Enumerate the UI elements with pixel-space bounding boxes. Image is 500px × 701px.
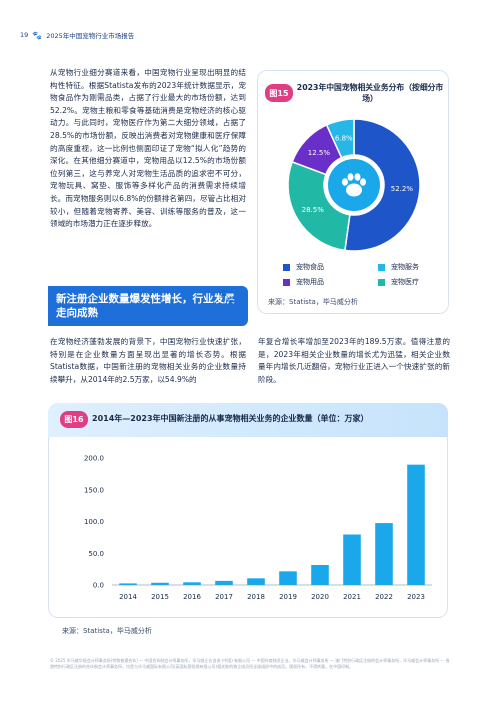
intro-paragraph: 从宠物行业细分赛道来看，中国宠物行业呈现出明显的结构性特征。根据Statista… — [50, 68, 246, 229]
x-tick-label: 2016 — [183, 593, 201, 601]
pie-data-label: 6.8% — [335, 135, 353, 143]
bar — [375, 523, 393, 585]
y-tick-label: 50.0 — [88, 550, 104, 558]
bar — [119, 583, 137, 585]
legend-label: 宠物医疗 — [391, 278, 419, 286]
legend-swatch — [378, 278, 385, 286]
bar-chart: 0.0 50.0 100.0 150.0 200.0 2014 2015 2016 2017 20… — [84, 455, 432, 601]
legend-item-medical: 宠物医疗 — [378, 277, 419, 287]
figure16-header — [48, 403, 448, 437]
section-banner: 新注册企业数量爆发性增长，行业发展走向成熟 — [48, 286, 248, 326]
bar — [407, 464, 425, 585]
pie-data-label: 12.5% — [308, 149, 331, 157]
x-tick-label: 2021 — [343, 593, 361, 601]
figure16-badge: 图16 — [60, 411, 88, 428]
pie-data-label: 28.5% — [302, 206, 325, 214]
legend-swatch — [283, 263, 290, 271]
bar — [343, 534, 361, 585]
pie-chart: 52.2% 28.5% 12.5% 6.8% — [287, 118, 421, 252]
legend-label: 宠物服务 — [391, 263, 419, 271]
legend-item-food: 宠物食品 — [283, 262, 324, 272]
x-tick-label: 2022 — [375, 593, 393, 601]
x-tick-label: 2020 — [311, 593, 329, 601]
x-tick-label: 2017 — [215, 593, 233, 601]
y-tick-label: 200.0 — [84, 455, 104, 463]
y-tick-label: 0.0 — [93, 582, 104, 590]
page-header: 19 🐾 2025年中国宠物行业市场报告 — [20, 30, 135, 41]
bar — [215, 580, 233, 585]
page-number: 19 — [20, 31, 29, 39]
bar — [311, 564, 329, 585]
figure15-badge: 图15 — [265, 84, 293, 102]
x-tick-label: 2023 — [407, 593, 425, 601]
figure15-title: 2023年中国宠物相关业务分布（按细分市场） — [296, 83, 444, 103]
legend-item-supplies: 宠物用品 — [283, 277, 324, 287]
footnote: © 2025 毕马威华振会计师事务所(特殊普通合伙) — 中国合伙制会计师事务所… — [50, 658, 450, 669]
report-title: 2025年中国宠物行业市场报告 — [46, 32, 135, 40]
bar — [247, 578, 265, 585]
bar — [183, 582, 201, 585]
body-paragraph-right: 年复合增长率增加至2023年的189.5万家。值得注意的是，2023年相关企业数… — [258, 337, 450, 384]
y-tick-label: 150.0 — [84, 486, 104, 494]
x-tick-label: 2014 — [119, 593, 137, 601]
pie-slice — [325, 118, 355, 159]
figure16-source: 来源：Statista，毕马威分析 — [62, 627, 152, 635]
paw-icon: 🐾 — [218, 289, 236, 305]
paw-icon — [342, 173, 366, 197]
legend-label: 宠物用品 — [296, 278, 324, 286]
x-tick-label: 2019 — [279, 593, 297, 601]
bar — [151, 582, 169, 585]
legend-swatch — [378, 263, 385, 271]
legend-label: 宠物食品 — [296, 263, 324, 271]
figure15-source: 来源：Statista，毕马威分析 — [268, 298, 358, 306]
legend-item-service: 宠物服务 — [378, 262, 419, 272]
paw-icon: 🐾 — [32, 30, 43, 40]
y-tick-label: 100.0 — [84, 518, 104, 526]
pie-slice — [287, 160, 351, 252]
figure16-title: 2014年—2023年中国新注册的从事宠物相关业务的企业数量（单位：万家） — [92, 414, 369, 423]
pie-data-label: 52.2% — [391, 185, 414, 193]
pie-slice — [344, 118, 421, 252]
legend-swatch — [283, 278, 290, 286]
x-tick-label: 2015 — [151, 593, 169, 601]
body-paragraph-left: 在宠物经济蓬勃发展的背景下，中国宠物行业快速扩张，特别是在企业数量方面呈现出显著… — [50, 337, 246, 384]
x-tick-label: 2018 — [247, 593, 265, 601]
bar — [279, 571, 297, 585]
